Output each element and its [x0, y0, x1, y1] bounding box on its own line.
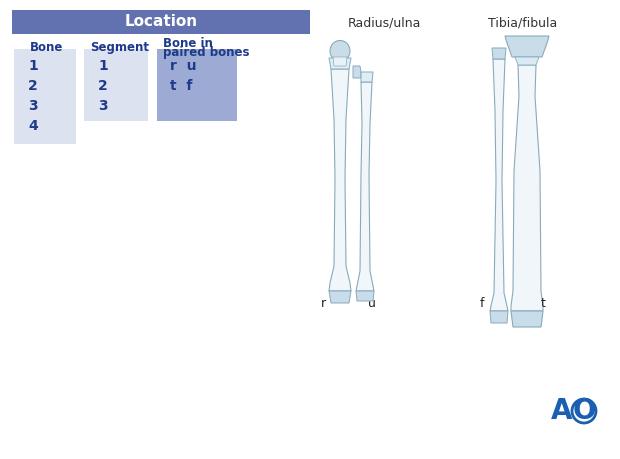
Text: t  f: t f: [170, 79, 192, 93]
Polygon shape: [329, 69, 351, 291]
FancyBboxPatch shape: [84, 49, 148, 121]
Text: r  u: r u: [170, 59, 197, 73]
Text: Segment: Segment: [90, 41, 149, 54]
Text: 4: 4: [28, 119, 38, 133]
Text: Location: Location: [125, 15, 198, 29]
Polygon shape: [329, 291, 351, 303]
Text: Radius/ulna: Radius/ulna: [348, 16, 422, 29]
Ellipse shape: [330, 40, 350, 62]
Text: 2: 2: [28, 79, 38, 93]
FancyBboxPatch shape: [157, 49, 237, 121]
Polygon shape: [490, 311, 508, 323]
Text: Bone: Bone: [30, 41, 63, 54]
FancyBboxPatch shape: [14, 49, 76, 144]
Text: u: u: [368, 297, 376, 310]
Text: Tibia/fibula: Tibia/fibula: [488, 16, 557, 29]
Text: f: f: [480, 297, 484, 310]
Polygon shape: [511, 311, 543, 327]
Text: O: O: [572, 397, 596, 425]
Polygon shape: [353, 66, 361, 78]
Polygon shape: [333, 57, 347, 66]
Text: 2: 2: [98, 79, 108, 93]
Polygon shape: [515, 57, 539, 65]
Text: 3: 3: [98, 99, 108, 113]
Polygon shape: [492, 48, 506, 59]
Text: paired bones: paired bones: [163, 46, 249, 59]
Polygon shape: [490, 59, 508, 311]
Text: 1: 1: [98, 59, 108, 73]
Text: A: A: [551, 397, 573, 425]
Polygon shape: [329, 58, 351, 69]
Text: 1: 1: [28, 59, 38, 73]
Text: t: t: [541, 297, 546, 310]
FancyBboxPatch shape: [12, 10, 310, 34]
Polygon shape: [511, 65, 543, 311]
Text: r: r: [321, 297, 326, 310]
Polygon shape: [356, 291, 374, 301]
Polygon shape: [505, 36, 549, 57]
Polygon shape: [356, 82, 374, 291]
Polygon shape: [361, 72, 373, 82]
Text: 3: 3: [28, 99, 38, 113]
Text: Bone in: Bone in: [163, 37, 213, 50]
